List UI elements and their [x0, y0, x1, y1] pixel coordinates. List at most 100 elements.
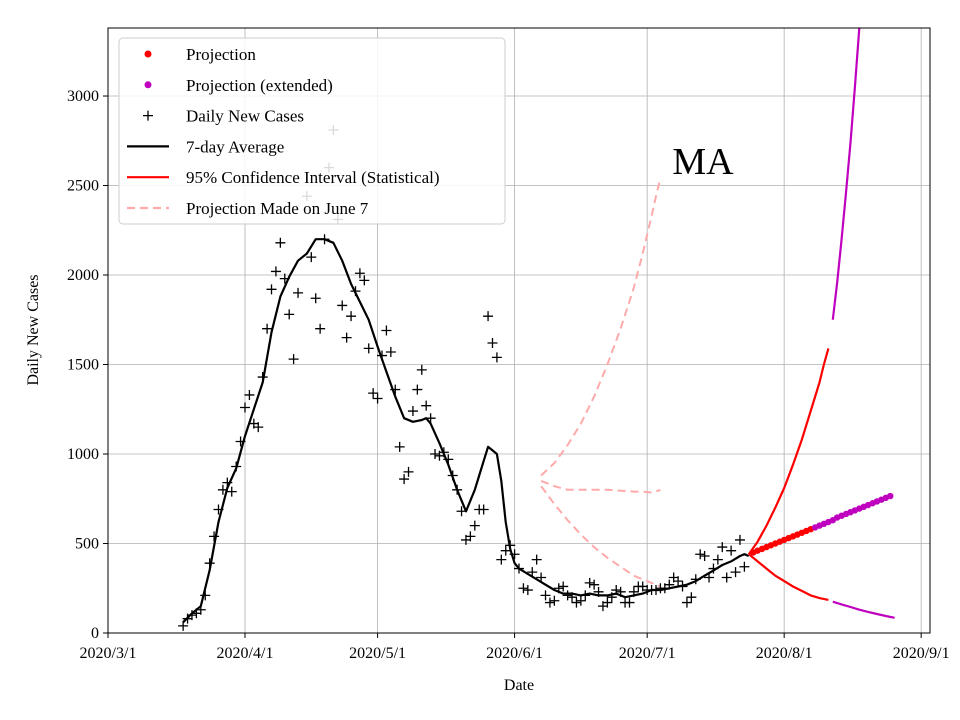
data-point — [319, 234, 330, 245]
x-axis-label: Date — [504, 677, 534, 694]
legend-box — [118, 37, 506, 225]
data-point — [721, 572, 732, 583]
data-point — [544, 597, 555, 608]
data-point — [628, 586, 639, 597]
data-point — [681, 597, 692, 608]
data-point — [496, 554, 507, 565]
data-point — [540, 590, 551, 601]
series-ci-upper-red — [747, 348, 830, 555]
data-point — [200, 590, 211, 601]
data-point — [673, 576, 684, 587]
data-point — [186, 610, 197, 621]
data-point — [571, 597, 582, 608]
data-point — [262, 323, 273, 334]
x-tick-label: 2020/3/1 — [80, 645, 137, 662]
chart-annotation: MA — [672, 141, 734, 183]
legend-marker — [144, 50, 152, 58]
data-point — [584, 577, 595, 588]
series-projection — [750, 525, 814, 556]
data-point — [478, 504, 489, 515]
data-point — [279, 273, 290, 284]
data-point — [226, 486, 237, 497]
data-point — [536, 572, 547, 583]
data-point — [425, 413, 436, 424]
data-point — [412, 384, 423, 395]
series-projection-extended — [811, 492, 894, 531]
data-point — [593, 586, 604, 597]
data-point — [567, 592, 578, 603]
data-point — [178, 620, 189, 631]
legend-item-7-day-average: 7-day Average — [127, 137, 284, 156]
data-point — [209, 531, 220, 542]
data-point — [699, 551, 710, 562]
legend-label: Projection Made on June 7 — [186, 199, 369, 218]
data-point — [509, 549, 520, 560]
data-point — [664, 579, 675, 590]
data-point — [385, 346, 396, 357]
data-point — [602, 597, 613, 608]
data-point — [275, 237, 286, 248]
legend-marker — [143, 110, 153, 121]
series-projection-made-on-june-7-lower — [540, 485, 661, 588]
data-point — [500, 545, 511, 556]
series-projection-made-on-june-7-upper — [540, 178, 662, 477]
data-point — [381, 325, 392, 336]
y-axis-label: Daily New Cases — [25, 274, 42, 385]
series-ci-lower-red — [748, 553, 829, 601]
y-tick-label: 2000 — [67, 267, 99, 284]
y-tick-label: 500 — [75, 536, 99, 553]
data-point — [443, 454, 454, 465]
data-point — [377, 350, 387, 361]
series-ci-lower-extended — [832, 600, 895, 619]
legend-item-projection-extended: Projection (extended) — [144, 76, 333, 95]
y-tick-label: 1000 — [67, 446, 99, 463]
data-point — [416, 364, 427, 375]
data-point — [310, 293, 321, 304]
legend-item-projection-made-on-june-7: Projection Made on June 7 — [127, 199, 369, 218]
series-line — [540, 178, 662, 477]
x-tick-label: 2020/6/1 — [486, 645, 543, 662]
series-ci-upper-extended — [831, 27, 861, 320]
data-point — [315, 323, 326, 334]
data-point — [235, 436, 246, 447]
data-point — [677, 581, 688, 592]
data-point — [270, 266, 281, 277]
x-tick-label: 2020/9/1 — [893, 645, 950, 662]
data-point — [734, 534, 745, 545]
data-point — [695, 549, 706, 560]
data-point — [456, 506, 467, 517]
data-point — [421, 400, 432, 411]
legend-item-95-confidence-interval-statistical: 95% Confidence Interval (Statistical) — [127, 168, 440, 187]
data-point — [213, 504, 224, 515]
series-layer — [178, 27, 895, 631]
legend: Projection Projection (extended) Daily New… — [118, 37, 506, 225]
data-point — [403, 466, 414, 477]
data-point — [195, 604, 206, 615]
data-point — [257, 372, 268, 383]
data-point — [341, 332, 352, 343]
data-point — [717, 542, 728, 553]
data-point — [651, 585, 661, 596]
data-point — [739, 561, 750, 572]
x-tick-label: 2020/5/1 — [349, 645, 406, 662]
data-point — [726, 545, 737, 556]
y-tick-label: 3000 — [67, 88, 99, 105]
data-point — [350, 286, 361, 297]
data-point — [266, 284, 277, 295]
data-point — [611, 585, 622, 596]
data-point — [337, 300, 348, 311]
data-point — [430, 449, 441, 460]
data-point — [447, 470, 458, 481]
data-point — [240, 402, 250, 413]
legend-item-daily-new-cases: Daily New Cases — [143, 107, 304, 126]
data-point — [293, 287, 304, 298]
data-point — [306, 252, 317, 263]
data-point — [217, 484, 228, 495]
data-point — [483, 311, 494, 322]
legend-item-projection: Projection — [144, 45, 256, 64]
y-tick-label: 0 — [91, 625, 99, 642]
y-tick-label: 2500 — [67, 178, 99, 195]
data-point — [253, 422, 264, 433]
data-point — [399, 474, 410, 485]
